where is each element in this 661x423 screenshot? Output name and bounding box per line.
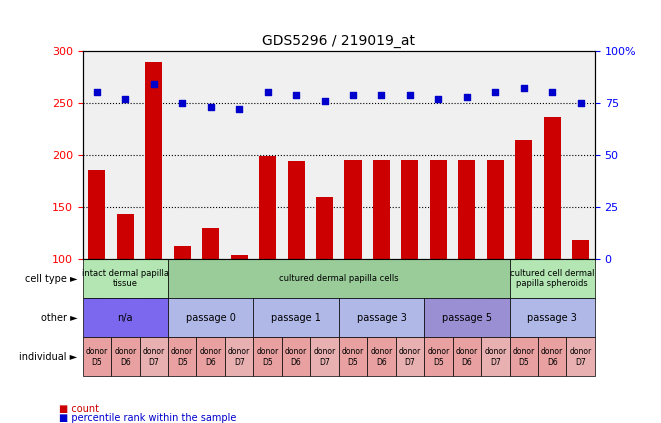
Bar	[168, 298, 253, 338]
Bar	[288, 161, 305, 259]
Bar	[111, 338, 139, 376]
Bar	[538, 338, 566, 376]
Text: passage 1: passage 1	[271, 313, 321, 323]
Text: donor
D5: donor D5	[171, 347, 194, 367]
Point	[291, 91, 301, 98]
Bar	[396, 338, 424, 376]
Text: n/a: n/a	[118, 313, 133, 323]
Bar	[430, 160, 447, 259]
Bar	[83, 338, 111, 376]
Point	[120, 95, 131, 102]
Point	[262, 89, 273, 96]
Bar	[168, 259, 510, 298]
Text: donor
D5: donor D5	[86, 347, 108, 367]
Point	[405, 91, 415, 98]
Bar	[139, 338, 168, 376]
Text: donor
D6: donor D6	[541, 347, 563, 367]
Bar	[145, 62, 163, 259]
Bar	[486, 160, 504, 259]
Bar	[344, 160, 362, 259]
Bar	[168, 338, 196, 376]
Bar	[89, 170, 105, 259]
Point	[177, 99, 188, 106]
Bar	[253, 298, 338, 338]
Bar	[401, 160, 418, 259]
Bar	[424, 338, 453, 376]
Text: cell type ►: cell type ►	[25, 274, 77, 284]
Text: donor
D6: donor D6	[200, 347, 222, 367]
Bar	[231, 255, 248, 259]
Bar	[259, 156, 276, 259]
Point	[206, 104, 216, 110]
Text: ■ count: ■ count	[59, 404, 100, 415]
Text: passage 3: passage 3	[527, 313, 577, 323]
Bar	[481, 338, 510, 376]
Point	[376, 91, 387, 98]
Bar	[373, 160, 390, 259]
Bar	[338, 338, 368, 376]
Bar	[196, 338, 225, 376]
Point	[461, 93, 472, 100]
Bar	[566, 338, 595, 376]
Bar	[572, 240, 589, 259]
Point	[575, 99, 586, 106]
Bar	[338, 298, 424, 338]
Text: donor
D5: donor D5	[513, 347, 535, 367]
Bar	[510, 338, 538, 376]
Text: intact dermal papilla
tissue: intact dermal papilla tissue	[82, 269, 169, 288]
Text: passage 5: passage 5	[442, 313, 492, 323]
Bar	[510, 259, 595, 298]
Text: cultured cell dermal
papilla spheroids: cultured cell dermal papilla spheroids	[510, 269, 594, 288]
Point	[490, 89, 500, 96]
Bar	[458, 160, 475, 259]
Text: ■ percentile rank within the sample: ■ percentile rank within the sample	[59, 413, 237, 423]
Point	[234, 106, 245, 113]
Point	[348, 91, 358, 98]
Text: donor
D5: donor D5	[427, 347, 449, 367]
Text: donor
D6: donor D6	[114, 347, 136, 367]
Bar	[368, 338, 396, 376]
Text: individual ►: individual ►	[19, 352, 77, 362]
Text: donor
D7: donor D7	[399, 347, 421, 367]
Point	[149, 81, 159, 88]
Text: donor
D6: donor D6	[285, 347, 307, 367]
Bar	[83, 259, 168, 298]
Bar	[253, 338, 282, 376]
Bar	[310, 338, 338, 376]
Text: donor
D5: donor D5	[342, 347, 364, 367]
Text: donor
D7: donor D7	[228, 347, 251, 367]
Text: donor
D6: donor D6	[370, 347, 393, 367]
Text: passage 3: passage 3	[356, 313, 407, 323]
Text: other ►: other ►	[41, 313, 77, 323]
Text: donor
D7: donor D7	[570, 347, 592, 367]
Title: GDS5296 / 219019_at: GDS5296 / 219019_at	[262, 34, 415, 48]
Text: cultured dermal papilla cells: cultured dermal papilla cells	[279, 274, 399, 283]
Bar	[225, 338, 253, 376]
Bar	[515, 140, 532, 259]
Bar	[543, 118, 561, 259]
Bar	[117, 214, 134, 259]
Text: passage 0: passage 0	[186, 313, 235, 323]
Point	[433, 95, 444, 102]
Text: donor
D7: donor D7	[484, 347, 506, 367]
Text: donor
D6: donor D6	[455, 347, 478, 367]
Text: donor
D7: donor D7	[143, 347, 165, 367]
Text: donor
D5: donor D5	[256, 347, 279, 367]
Bar	[453, 338, 481, 376]
Point	[547, 89, 557, 96]
Bar	[174, 246, 191, 259]
Bar	[424, 298, 510, 338]
Bar	[83, 298, 168, 338]
Point	[92, 89, 102, 96]
Bar	[282, 338, 310, 376]
Bar	[316, 197, 333, 259]
Text: donor
D7: donor D7	[313, 347, 336, 367]
Bar	[202, 228, 219, 259]
Point	[518, 85, 529, 92]
Point	[319, 97, 330, 104]
Bar	[510, 298, 595, 338]
